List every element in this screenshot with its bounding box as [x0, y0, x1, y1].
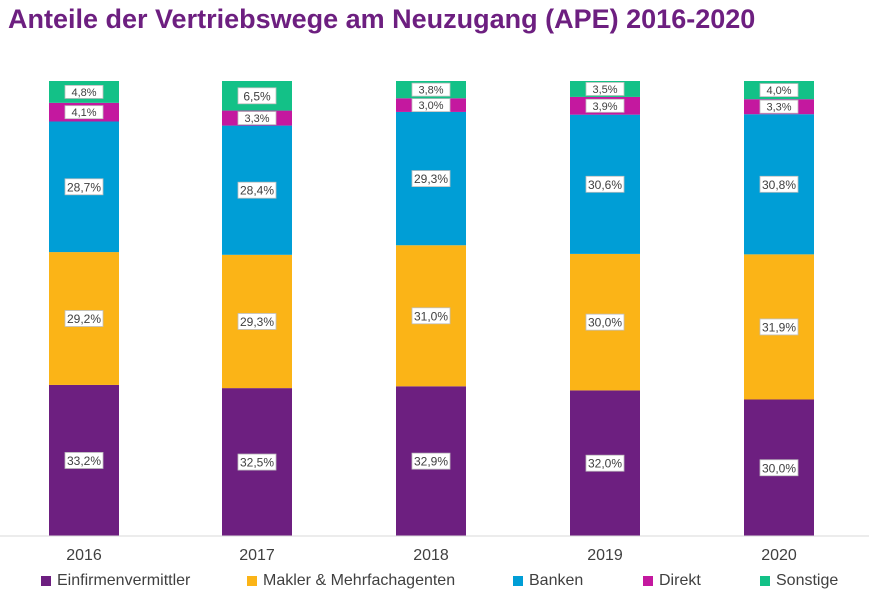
- legend-swatch-direkt: [643, 576, 653, 586]
- chart-title: Anteile der Vertriebswege am Neuzugang (…: [8, 4, 756, 34]
- data-label-2019-direkt: 3,9%: [592, 101, 617, 113]
- legend-swatch-einfirmenvermittler: [41, 576, 51, 586]
- data-label-box-2020-makler-mehrfachagenten: [759, 318, 799, 336]
- x-tick-label-2017: 2017: [239, 547, 275, 564]
- data-label-box-2018-makler-mehrfachagenten: [411, 307, 451, 325]
- data-label-box-2017-direkt: [237, 111, 277, 125]
- x-tick-label-2018: 2018: [413, 547, 449, 564]
- data-label-2019-banken: 30,6%: [588, 178, 622, 192]
- data-label-box-2018-direkt: [411, 98, 451, 113]
- legend-item-makler-mehrfachagenten: Makler & Mehrfachagenten: [247, 572, 455, 590]
- data-label-2017-direkt: 3,3%: [244, 113, 269, 125]
- x-tick-label-2019: 2019: [587, 547, 623, 564]
- data-label-box-2017-makler-mehrfachagenten: [237, 313, 277, 330]
- data-label-2018-makler-mehrfachagenten: 31,0%: [414, 309, 448, 323]
- x-tick-labels: 2016 2017 2018 2019 2020: [66, 547, 797, 564]
- data-label-2016-direkt: 4,1%: [71, 107, 96, 119]
- data-label-box-2016-makler-mehrfachagenten: [64, 310, 104, 327]
- legend-swatch-sonstige: [760, 576, 770, 586]
- data-label-2019-sonstige: 3,5%: [592, 84, 617, 96]
- legend-swatch-banken: [513, 576, 523, 586]
- data-label-box-2016-einfirmenvermittler: [64, 452, 104, 469]
- data-label-2016-makler-mehrfachagenten: 29,2%: [67, 312, 101, 326]
- data-label-box-2017-einfirmenvermittler: [237, 453, 277, 471]
- data-label-2018-banken: 29,3%: [414, 172, 448, 186]
- data-label-2020-sonstige: 4,0%: [766, 85, 791, 97]
- legend-label-einfirmenvermittler: Einfirmenvermittler: [57, 572, 191, 589]
- data-label-2020-direkt: 3,3%: [766, 102, 791, 114]
- data-label-2016-einfirmenvermittler: 33,2%: [67, 454, 101, 468]
- data-label-2019-makler-mehrfachagenten: 30,0%: [588, 316, 622, 330]
- legend-item-sonstige: Sonstige: [760, 572, 838, 590]
- legend-label-makler-mehrfachagenten: Makler & Mehrfachagenten: [263, 572, 456, 589]
- data-label-2017-sonstige: 6,5%: [243, 89, 271, 103]
- data-label-box-2020-einfirmenvermittler: [759, 459, 799, 477]
- data-label-2017-banken: 28,4%: [240, 184, 274, 198]
- data-label-2018-sonstige: 3,8%: [418, 85, 443, 97]
- bars-group: 33,2% 29,2% 28,7% 4,1% 4,8% 32,5% 29,3% 28,4% 3,…: [49, 81, 814, 536]
- legend-item-banken: Banken: [513, 572, 583, 590]
- legend-label-banken: Banken: [529, 572, 584, 589]
- x-tick-label-2020: 2020: [761, 547, 797, 564]
- data-label-box-2019-makler-mehrfachagenten: [585, 313, 625, 331]
- data-label-box-2019-sonstige: [585, 82, 625, 96]
- data-label-box-2017-sonstige: [237, 87, 277, 105]
- legend: Einfirmenvermittler Makler & Mehrfachagen…: [0, 572, 869, 594]
- legend-swatch-makler-mehrfachagenten: [247, 576, 257, 586]
- data-label-2018-einfirmenvermittler: 32,9%: [414, 455, 448, 469]
- data-label-box-2018-einfirmenvermittler: [411, 452, 451, 470]
- data-label-box-2018-banken: [411, 170, 451, 187]
- data-label-box-2020-direkt: [759, 99, 799, 114]
- data-label-box-2019-banken: [585, 175, 625, 193]
- data-label-box-2016-direkt: [64, 105, 104, 120]
- data-label-box-2016-sonstige: [64, 85, 104, 99]
- data-label-2016-banken: 28,7%: [67, 180, 101, 194]
- data-label-box-2019-direkt: [585, 98, 625, 113]
- legend-label-sonstige: Sonstige: [776, 572, 839, 589]
- legend-item-einfirmenvermittler: Einfirmenvermittler: [41, 572, 190, 590]
- data-label-box-2020-banken: [759, 175, 799, 193]
- data-label-box-2017-banken: [237, 181, 277, 199]
- data-label-2020-makler-mehrfachagenten: 31,9%: [762, 320, 796, 334]
- data-label-2017-einfirmenvermittler: 32,5%: [240, 456, 274, 470]
- legend-label-direkt: Direkt: [659, 572, 701, 589]
- x-tick-label-2016: 2016: [66, 547, 102, 564]
- legend-item-direkt: Direkt: [643, 572, 701, 590]
- data-label-2019-einfirmenvermittler: 32,0%: [588, 457, 622, 471]
- data-label-2017-makler-mehrfachagenten: 29,3%: [240, 315, 274, 329]
- data-label-2018-direkt: 3,0%: [418, 100, 443, 112]
- data-label-box-2016-banken: [64, 178, 104, 196]
- data-label-2016-sonstige: 4,8%: [71, 87, 96, 99]
- data-label-2020-banken: 30,8%: [762, 178, 796, 192]
- data-label-2020-einfirmenvermittler: 30,0%: [762, 461, 796, 475]
- data-label-box-2020-sonstige: [759, 83, 799, 97]
- data-label-box-2018-sonstige: [411, 82, 451, 97]
- data-label-box-2019-einfirmenvermittler: [585, 454, 625, 472]
